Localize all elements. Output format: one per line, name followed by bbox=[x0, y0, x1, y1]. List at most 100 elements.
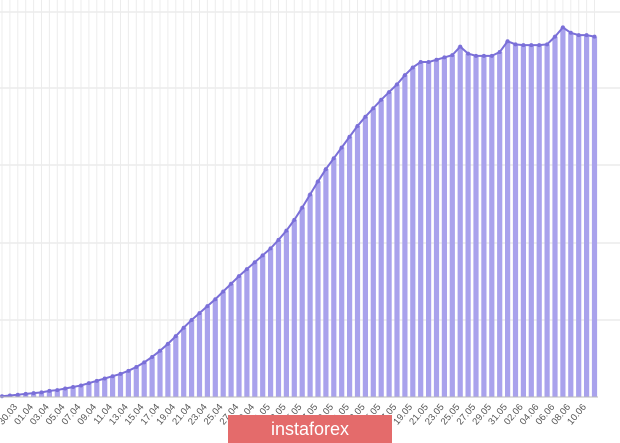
bar bbox=[299, 207, 305, 397]
point bbox=[466, 51, 471, 56]
point bbox=[189, 318, 194, 322]
point bbox=[497, 50, 502, 55]
bar bbox=[386, 92, 392, 397]
point bbox=[79, 383, 83, 388]
point bbox=[173, 334, 178, 339]
point bbox=[521, 43, 526, 48]
bar bbox=[347, 136, 353, 398]
bar bbox=[54, 390, 60, 397]
bar bbox=[165, 343, 171, 397]
point bbox=[260, 253, 265, 258]
bar bbox=[528, 45, 534, 398]
point bbox=[481, 53, 486, 58]
point bbox=[221, 289, 226, 294]
bar bbox=[323, 169, 329, 397]
bar bbox=[125, 370, 131, 397]
point bbox=[418, 60, 423, 65]
bar bbox=[576, 35, 582, 397]
bar bbox=[275, 239, 282, 397]
point bbox=[505, 39, 510, 44]
line-layer bbox=[0, 25, 598, 399]
point bbox=[276, 237, 281, 242]
bar bbox=[220, 291, 226, 397]
point bbox=[126, 368, 131, 373]
bar bbox=[402, 75, 408, 397]
bar bbox=[102, 378, 108, 397]
line bbox=[1, 26, 595, 398]
bar bbox=[410, 67, 416, 397]
point bbox=[355, 123, 360, 128]
bar bbox=[584, 35, 590, 397]
point bbox=[55, 388, 60, 393]
point bbox=[363, 114, 368, 119]
point bbox=[387, 90, 392, 95]
bar bbox=[110, 376, 116, 397]
point bbox=[292, 217, 297, 222]
bar bbox=[426, 62, 432, 398]
bar bbox=[38, 392, 45, 397]
point bbox=[347, 134, 352, 139]
bar bbox=[283, 230, 289, 397]
bars bbox=[0, 27, 598, 398]
point bbox=[568, 30, 573, 35]
bar bbox=[378, 99, 384, 397]
bar bbox=[78, 385, 84, 397]
bar bbox=[418, 62, 424, 398]
point bbox=[379, 97, 384, 102]
point bbox=[489, 53, 494, 58]
point bbox=[205, 304, 210, 309]
bar bbox=[512, 44, 519, 398]
bar bbox=[149, 356, 155, 397]
bar bbox=[244, 269, 250, 397]
bar bbox=[236, 276, 242, 397]
bar bbox=[70, 386, 76, 397]
point bbox=[244, 267, 249, 272]
point bbox=[450, 53, 455, 58]
bar bbox=[362, 116, 368, 397]
point bbox=[458, 44, 463, 49]
point bbox=[268, 246, 273, 251]
bar bbox=[552, 36, 558, 397]
bar bbox=[307, 194, 313, 397]
bar bbox=[260, 255, 266, 397]
point bbox=[213, 297, 218, 302]
bar bbox=[457, 46, 463, 398]
point bbox=[316, 179, 320, 184]
bar bbox=[473, 55, 479, 397]
point bbox=[410, 65, 415, 70]
point bbox=[402, 73, 407, 78]
point bbox=[553, 34, 557, 39]
point bbox=[395, 82, 399, 87]
point bbox=[442, 55, 447, 60]
point bbox=[15, 392, 20, 397]
point bbox=[142, 360, 147, 365]
bar bbox=[497, 52, 503, 397]
point bbox=[150, 354, 155, 359]
bar bbox=[489, 55, 495, 397]
point bbox=[134, 364, 139, 369]
bar bbox=[173, 336, 179, 397]
point bbox=[94, 378, 99, 383]
point bbox=[434, 57, 439, 62]
point bbox=[47, 388, 52, 393]
bar bbox=[465, 53, 471, 398]
bar bbox=[252, 262, 258, 397]
point bbox=[237, 274, 241, 279]
bar bbox=[433, 59, 440, 398]
bar bbox=[544, 44, 550, 398]
point bbox=[545, 42, 550, 47]
bar bbox=[196, 313, 203, 397]
bar bbox=[354, 125, 361, 398]
point bbox=[513, 42, 518, 47]
bar bbox=[189, 320, 195, 397]
bar bbox=[394, 84, 400, 397]
bar bbox=[339, 147, 345, 397]
bar bbox=[441, 57, 447, 398]
point bbox=[537, 43, 542, 48]
bar bbox=[505, 41, 511, 397]
bar bbox=[181, 327, 187, 397]
bar bbox=[536, 45, 542, 398]
bar bbox=[228, 283, 234, 397]
point bbox=[71, 384, 76, 389]
